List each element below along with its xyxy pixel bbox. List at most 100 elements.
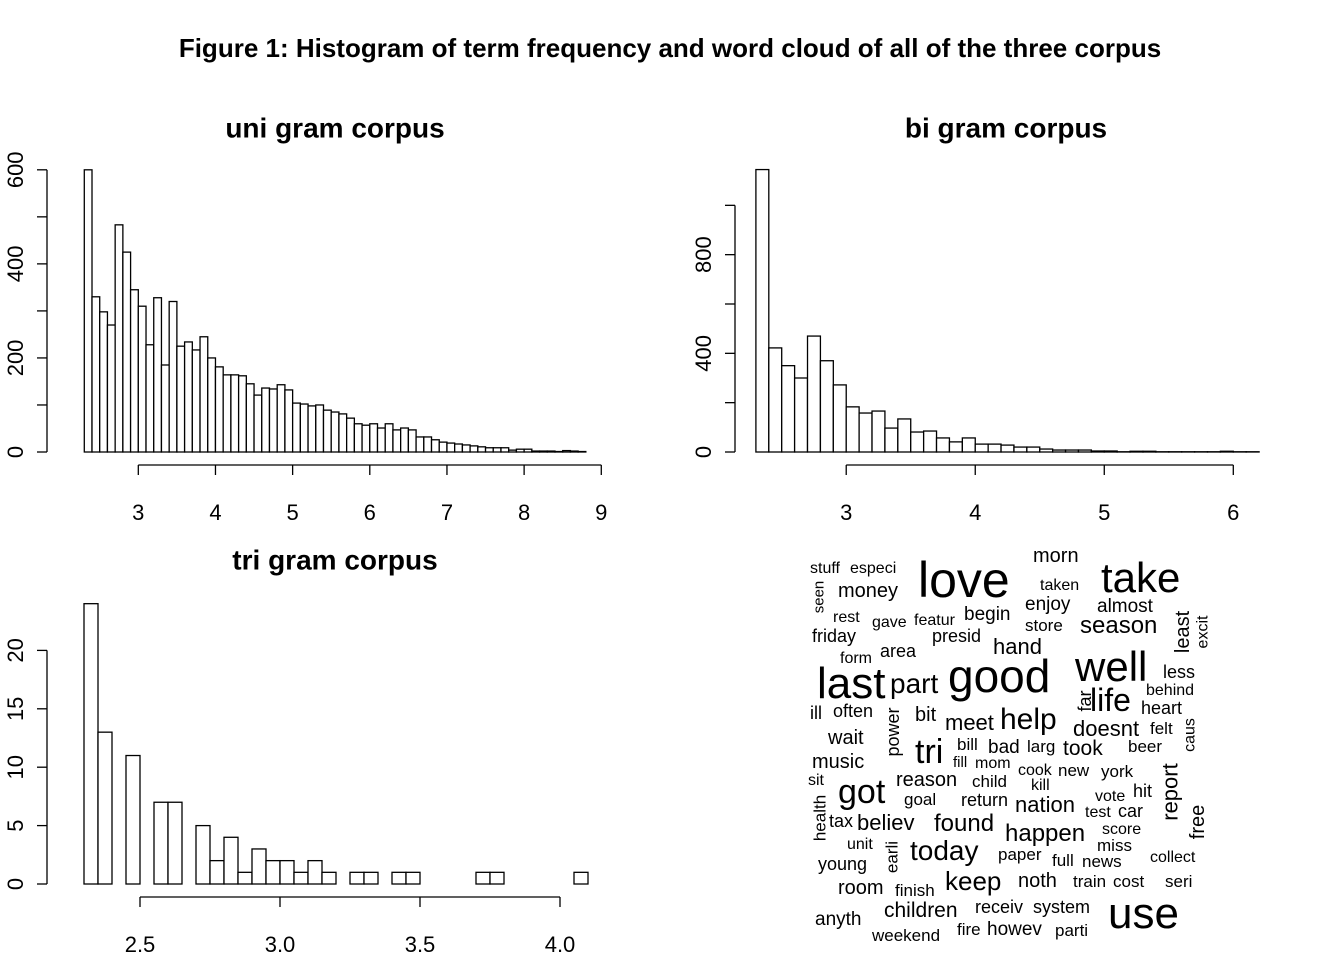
bar — [253, 394, 263, 453]
word: today — [910, 835, 979, 866]
bar — [569, 450, 579, 453]
word: almost — [1097, 596, 1154, 617]
bar — [376, 427, 386, 453]
word: got — [838, 773, 886, 811]
word: young — [818, 854, 867, 874]
word: fire — [957, 920, 981, 939]
bar — [1090, 450, 1105, 453]
bar — [819, 360, 834, 453]
bar — [363, 871, 379, 885]
word: reason — [896, 769, 957, 791]
word: unit — [847, 836, 873, 853]
bar — [1103, 450, 1118, 453]
bar — [897, 418, 912, 453]
word: featur — [914, 612, 956, 629]
x-tick-label: 4.0 — [545, 932, 576, 957]
x-tick-label: 5 — [287, 500, 299, 525]
bar — [137, 305, 147, 453]
bar — [430, 439, 440, 453]
y-tick-label: 0 — [3, 878, 28, 890]
word: mom — [975, 755, 1011, 772]
bar — [1129, 450, 1144, 453]
bar — [299, 403, 309, 453]
y-tick-label: 800 — [691, 236, 716, 273]
bar — [1077, 449, 1093, 453]
word: car — [1118, 801, 1143, 821]
bar — [345, 417, 356, 453]
word: hand — [993, 634, 1042, 659]
word: parti — [1055, 921, 1088, 940]
bar — [322, 409, 332, 453]
word: seri — [1165, 872, 1192, 891]
bar — [291, 402, 301, 453]
x-tick-label: 4 — [209, 500, 221, 525]
word: season — [1080, 612, 1157, 639]
bar — [338, 413, 348, 453]
word: york — [1101, 762, 1134, 781]
bar — [384, 423, 394, 453]
word: full — [1052, 851, 1074, 870]
word: cook — [1018, 762, 1053, 779]
bar — [1000, 444, 1015, 453]
bar — [106, 324, 116, 453]
subplot-title: uni gram corpus — [225, 112, 444, 143]
bar — [987, 443, 1002, 453]
bar — [160, 364, 170, 453]
bar — [167, 801, 183, 885]
word: tri — [915, 733, 943, 771]
bar — [214, 366, 224, 453]
bar — [392, 429, 402, 453]
x-tick-label: 3.0 — [265, 932, 296, 957]
word: found — [934, 810, 994, 837]
word: presid — [932, 626, 981, 646]
bar — [1142, 450, 1157, 453]
bar — [454, 443, 464, 453]
word: health — [811, 795, 830, 841]
bar — [562, 449, 572, 453]
x-tick-label: 7 — [441, 500, 453, 525]
word: believ — [857, 810, 914, 835]
word: system — [1033, 897, 1090, 917]
word: heart — [1141, 698, 1182, 718]
bar — [755, 168, 770, 453]
bar — [251, 848, 267, 885]
bar — [477, 446, 487, 453]
x-tick-label: 3 — [840, 500, 852, 525]
word: wait — [827, 727, 864, 749]
bar — [858, 412, 873, 453]
word: vote — [1095, 788, 1125, 805]
bar — [538, 450, 548, 453]
bar — [884, 427, 899, 453]
word: weekend — [871, 926, 940, 945]
x-tick-label: 5 — [1098, 500, 1110, 525]
bar — [407, 429, 417, 453]
word: felt — [1150, 719, 1173, 738]
word: happen — [1005, 820, 1085, 847]
bar — [315, 404, 325, 453]
word: bad — [988, 737, 1020, 758]
word: especi — [850, 560, 896, 577]
bar — [237, 375, 247, 453]
x-tick-label: 2.5 — [125, 932, 156, 957]
word: less — [1163, 662, 1195, 682]
y-tick-label: 5 — [3, 819, 28, 831]
x-tick-label: 4 — [969, 500, 981, 525]
bar — [176, 345, 186, 453]
bar — [195, 824, 211, 885]
word: often — [833, 701, 873, 721]
word: test — [1085, 804, 1111, 821]
bar — [307, 405, 317, 453]
word: power — [883, 707, 903, 756]
word: far — [1075, 690, 1095, 711]
bar — [353, 423, 363, 453]
figure-title: Figure 1: Histogram of term frequency an… — [179, 33, 1161, 63]
word: bit — [915, 704, 937, 726]
word: anyth — [815, 909, 861, 930]
word: train — [1073, 872, 1106, 891]
word: cost — [1113, 872, 1144, 891]
word: life — [1090, 682, 1131, 718]
word: keep — [945, 866, 1001, 896]
bar — [806, 335, 822, 453]
word: finish — [895, 881, 935, 900]
